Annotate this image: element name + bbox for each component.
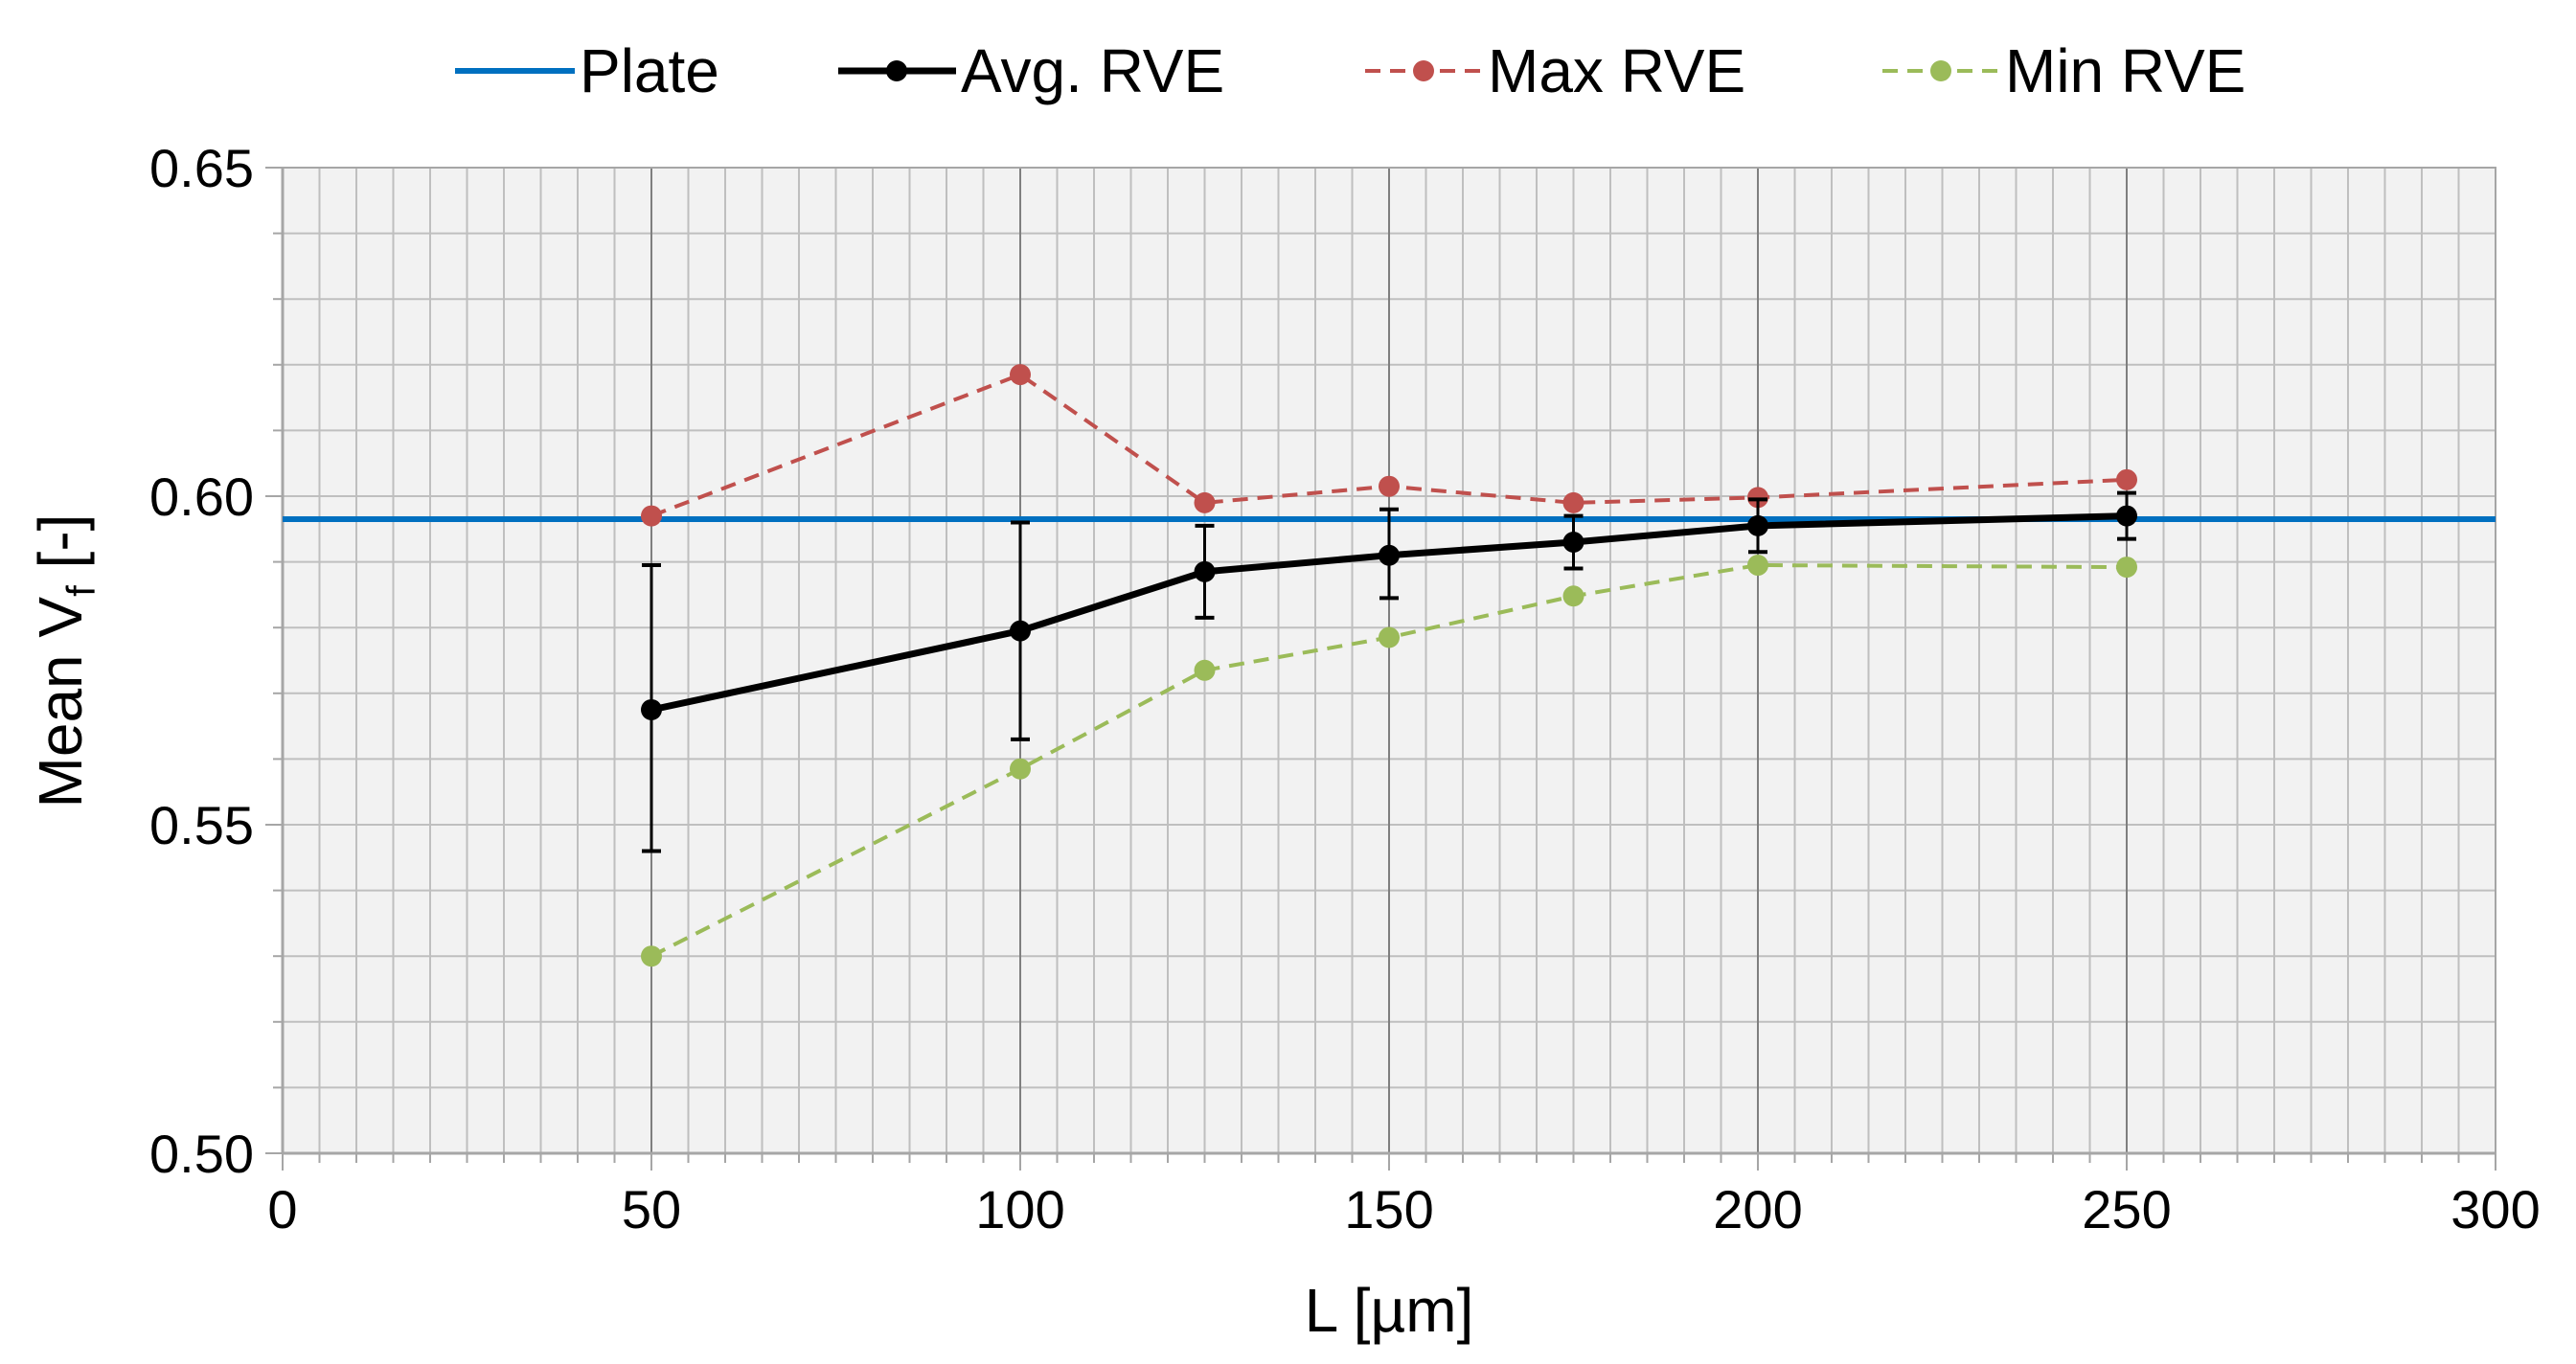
data-point-avg-rve: [1194, 560, 1216, 582]
x-tick-label: 50: [622, 1179, 681, 1239]
legend-label-max-rve: Max RVE: [1488, 36, 1745, 105]
legend-label-min-rve: Min RVE: [2005, 36, 2245, 105]
data-point-max-rve: [1010, 364, 1031, 386]
y-tick-labels: 0.50 0.55 0.60 0.65: [149, 138, 254, 1184]
data-point-min-rve: [641, 945, 662, 967]
x-tick-label: 100: [975, 1179, 1064, 1239]
x-tick-label: 0: [267, 1179, 297, 1239]
y-tick-label: 0.55: [149, 795, 254, 855]
series-layer: [641, 364, 2137, 967]
data-point-avg-rve: [1562, 532, 1584, 554]
data-point-max-rve: [2116, 468, 2137, 490]
x-tick-label: 250: [2082, 1179, 2171, 1239]
data-point-avg-rve: [1010, 620, 1031, 642]
legend-marker-avg-rve: [886, 60, 907, 81]
x-tick-label: 150: [1344, 1179, 1433, 1239]
data-point-max-rve: [1747, 487, 1768, 509]
y-tick-label: 0.50: [149, 1124, 254, 1184]
data-point-min-rve: [1562, 585, 1584, 607]
data-point-max-rve: [641, 505, 662, 527]
axes: [265, 167, 2496, 1171]
data-point-min-rve: [1747, 555, 1768, 577]
legend-label-avg-rve: Avg. RVE: [961, 36, 1224, 105]
legend-marker-min-rve: [1930, 60, 1951, 81]
x-tick-labels: 0 50 100 150 200 250 300: [267, 1179, 2540, 1239]
y-axis-title: Mean Vf [-]: [26, 514, 103, 808]
data-point-max-rve: [1379, 475, 1400, 497]
data-point-min-rve: [1010, 758, 1031, 780]
data-point-max-rve: [1194, 491, 1216, 513]
data-point-min-rve: [1379, 626, 1400, 648]
x-tick-label: 200: [1713, 1179, 1802, 1239]
data-point-avg-rve: [2116, 505, 2137, 527]
x-tick-label: 300: [2451, 1179, 2540, 1239]
legend-marker-max-rve: [1413, 60, 1434, 81]
data-point-min-rve: [1194, 659, 1216, 681]
data-point-min-rve: [2116, 557, 2137, 579]
data-point-avg-rve: [641, 698, 662, 720]
legend: Plate Avg. RVE Max RVE Min RVE: [455, 36, 2245, 105]
data-point-max-rve: [1562, 491, 1584, 513]
y-tick-label: 0.65: [149, 138, 254, 198]
x-axis-title: L [µm]: [1305, 1276, 1474, 1345]
y-tick-label: 0.60: [149, 466, 254, 527]
legend-label-plate: Plate: [580, 36, 719, 105]
data-point-avg-rve: [1379, 544, 1400, 566]
data-point-avg-rve: [1747, 514, 1768, 536]
